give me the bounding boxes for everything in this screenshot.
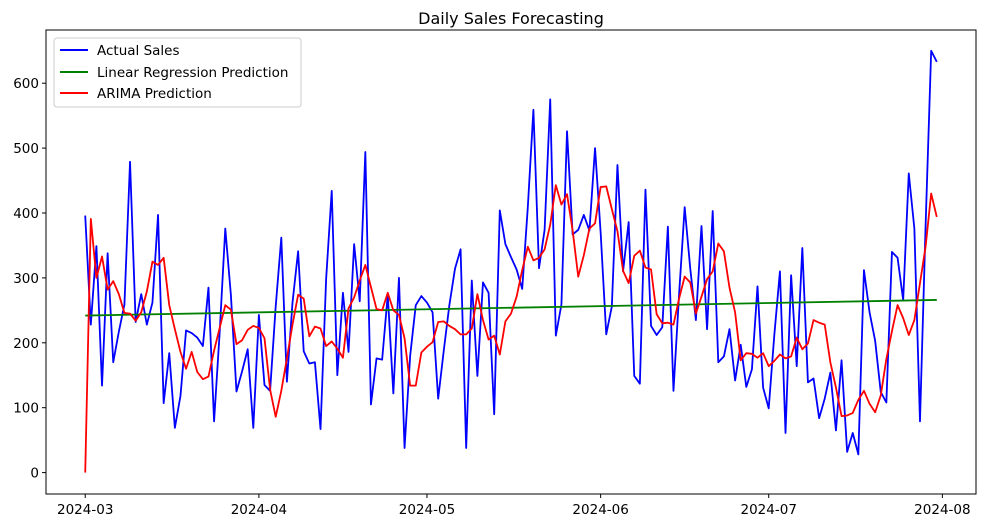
- y-tick-label: 100: [13, 401, 39, 417]
- legend-label-linear-regression: Linear Regression Prediction: [97, 65, 288, 81]
- y-tick-label: 200: [13, 336, 39, 352]
- x-tick-label: 2024-06: [572, 502, 628, 518]
- series-line-arima-prediction: [84, 184, 938, 473]
- legend-label-actual-sales: Actual Sales: [97, 43, 180, 59]
- x-tick-label: 2024-05: [399, 502, 455, 518]
- y-tick-label: 300: [13, 271, 39, 287]
- series-line-linear-regression-prediction: [85, 299, 937, 317]
- y-tick-label: 0: [30, 466, 39, 482]
- x-tick-label: 2024-07: [741, 502, 797, 518]
- legend-label-arima: ARIMA Prediction: [97, 86, 212, 102]
- x-tick-label: 2024-04: [231, 502, 287, 518]
- y-tick-label: 500: [13, 141, 39, 157]
- x-tick-label: 2024-03: [57, 502, 113, 518]
- plot-frame: [45, 29, 977, 495]
- legend-box: [53, 37, 302, 108]
- legend: Actual Sales Linear Regression Predictio…: [53, 37, 302, 108]
- y-tick-label: 600: [13, 76, 39, 92]
- y-axis: 0 100 200 300 400 500 600: [13, 76, 46, 482]
- y-tick-label: 400: [13, 206, 39, 222]
- series-line-actual-sales: [84, 49, 938, 456]
- series-layer: [84, 49, 938, 473]
- x-axis: 2024-03 2024-04 2024-05 2024-06 2024-07 2024-…: [57, 494, 971, 518]
- x-tick-label: 2024-08: [914, 502, 970, 518]
- chart-title: Daily Sales Forecasting: [418, 9, 604, 28]
